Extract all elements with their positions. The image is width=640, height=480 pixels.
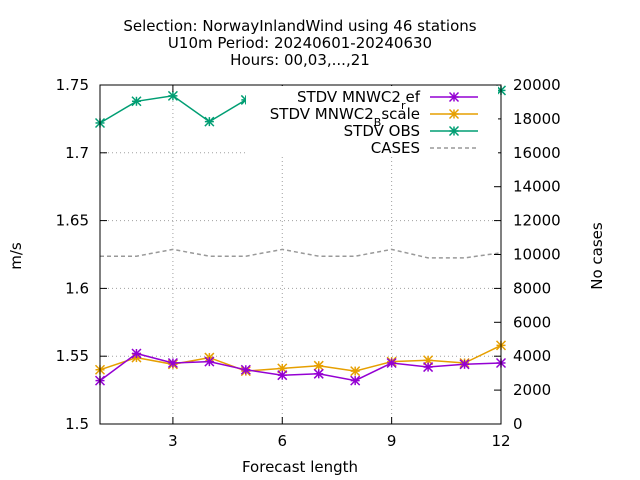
y-tick-label: 1.65	[56, 212, 89, 230]
legend-marker	[448, 108, 460, 120]
series-line	[99, 352, 502, 382]
data-point	[277, 370, 288, 381]
data-point	[204, 116, 215, 127]
legend-label: CASES	[371, 139, 420, 157]
y2-axis-label: No cases	[588, 222, 606, 290]
data-point	[313, 360, 324, 371]
data-point	[423, 362, 434, 373]
legend-marker	[448, 91, 460, 103]
chart-title-line-2: U10m Period: 20240601-20240630	[168, 34, 432, 52]
y2-tick-label: 8000	[513, 279, 551, 297]
y2-tick-label: 20000	[513, 76, 561, 94]
x-tick-label: 12	[491, 432, 510, 450]
y2-tick-label: 2000	[513, 381, 551, 399]
y2-tick-label: 6000	[513, 313, 551, 331]
y-tick-label: 1.7	[65, 144, 89, 162]
data-point	[204, 356, 215, 367]
x-axis-label: Forecast length	[242, 458, 358, 476]
axes: 3 6 9 12 1.5 1.55 1.6 1.65 1.7 1.75 0 2000 4000 6000 8…	[56, 76, 561, 450]
legend-label: STDV OBS	[344, 122, 420, 140]
data-point	[350, 366, 361, 377]
y2-tick-label: 10000	[513, 246, 561, 264]
y-tick-label: 1.75	[56, 76, 89, 94]
x-tick-label: 6	[277, 432, 287, 450]
chart-title-line-1: Selection: NorwayInlandWind using 46 sta…	[123, 17, 476, 35]
series-3	[100, 248, 502, 259]
data-point	[459, 359, 470, 370]
x-tick-label: 3	[168, 432, 178, 450]
y2-tick-label: 4000	[513, 347, 551, 365]
data-point	[167, 90, 178, 101]
y2-tick-label: 14000	[513, 178, 561, 196]
series-line	[99, 344, 502, 372]
chart-title: Selection: NorwayInlandWind using 46 sta…	[123, 17, 476, 69]
legend-marker	[448, 125, 460, 137]
y2-tick-label: 12000	[513, 212, 561, 230]
y-tick-label: 1.55	[56, 347, 89, 365]
data-point	[240, 364, 251, 375]
y2-tick-label: 16000	[513, 144, 561, 162]
data-point	[167, 357, 178, 369]
data-point	[313, 368, 324, 379]
data-point	[386, 357, 397, 369]
series-line	[100, 248, 502, 259]
series-layer	[94, 85, 507, 386]
x-tick-label: 9	[387, 432, 397, 450]
y-tick-label: 1.5	[65, 415, 89, 433]
data-point	[350, 375, 361, 386]
legend-label: STDV MNWC2Bscale	[270, 105, 420, 129]
y-tick-label: 1.6	[65, 279, 89, 297]
legend-label: STDV MNWC2ref	[297, 88, 421, 112]
y2-tick-label: 18000	[513, 110, 561, 128]
data-point	[131, 348, 142, 359]
y2-tick-label: 0	[513, 415, 523, 433]
chart-title-line-3: Hours: 00,03,...,21	[230, 51, 370, 69]
y-axis-label: m/s	[7, 242, 25, 270]
data-point	[131, 96, 142, 107]
